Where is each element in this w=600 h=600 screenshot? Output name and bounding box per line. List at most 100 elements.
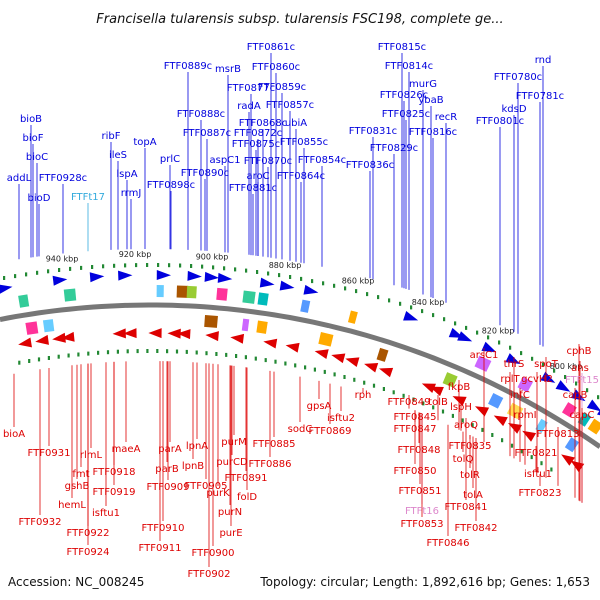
tick-mark [116,349,119,354]
tick-mark [333,372,336,377]
tick-mark [195,350,198,355]
tick-mark [421,309,424,314]
reverse-gene-label: FTFt16 [405,506,439,517]
reverse-gene-arrow [148,328,162,339]
kbp-ticks: 940 kbp 920 kbp 900 kbp 880 kbp 860 kbp 840 k… [3,250,600,472]
tick-mark [476,330,479,335]
tick-mark [313,367,316,372]
forward-feature-block [300,299,311,313]
forward-feature-block [216,287,228,301]
tick-mark [553,368,556,373]
forward-feature-block [186,285,197,299]
reverse-gene-label: capC [570,410,595,421]
forward-gene-label: FTF0872c [234,128,282,139]
reverse-gene-label: rlmL [80,450,103,461]
reverse-gene-label: FTF0900 [192,548,235,559]
reverse-gene-label: purK [206,488,230,499]
tick-mark [597,395,600,400]
forward-gene-label: bioD [28,193,51,204]
tick-mark [146,349,149,353]
forward-gene-label: lspA [116,169,137,180]
reverse-gene-label: hemL [58,500,86,511]
tick-mark [47,356,50,360]
reverse-gene-label: gpsA [307,401,332,412]
forward-feature-block [561,402,577,418]
reverse-gene-arrow [561,454,575,466]
forward-gene-arrow [52,275,68,286]
tick-mark [87,351,90,356]
forward-gene-label: FTF0875c [232,139,280,150]
tick-mark [223,266,226,271]
reverse-gene-label: purM [221,437,246,448]
forward-gene-label: FTF0887c [183,128,231,139]
forward-gene-label: FTF0857c [266,100,314,111]
reverse-gene-label: FTF0835 [449,441,492,452]
tick-mark [14,274,17,279]
tick-mark [190,264,193,268]
tick-mark [412,397,415,402]
tick-mark [501,438,504,443]
forward-feature-block [577,412,592,427]
reverse-gene-label: parA [158,444,182,455]
forward-gene-arrow [303,284,319,295]
reverse-gene-label: FTF0922 [67,528,110,539]
tick-label: 860 kbp [342,277,375,286]
forward-gene-label: FTF0877c [227,83,275,94]
reverse-gene-label: tolR [460,470,480,481]
reverse-feature-block [535,418,548,433]
reverse-feature-block [241,318,250,332]
forward-feature-block [156,285,164,298]
tick-label: 820 kbp [482,327,515,336]
forward-gene-arrow [555,380,571,392]
tick-mark [212,265,215,270]
forward-gene-label: FTF0855c [280,137,328,148]
forward-gene-label: rrmJ [121,188,142,199]
tick-mark [575,381,578,386]
forward-gene-label: FTF0780c [494,72,542,83]
tick-mark [175,349,179,354]
tick-mark [432,313,435,318]
tick-mark [377,295,380,300]
tick-mark [432,405,435,410]
reverse-gene-arrow [331,353,346,364]
tick-mark [481,427,484,432]
tick-mark [156,349,159,353]
forward-gene-arrow [457,331,473,342]
reverse-gene-label: ans [571,363,589,374]
tick-mark [185,349,188,354]
tick-mark [36,270,39,275]
reverse-gene-label: FTF0845 [394,412,437,423]
tick-mark [333,283,336,288]
reverse-gene-arrow [452,396,467,407]
forward-gene-label: FTF0815c [378,42,426,53]
tick-mark [136,349,139,354]
reverse-gene-arrow [429,386,444,397]
tick-mark [274,359,277,364]
reverse-feature-block [204,314,218,328]
tick-mark [304,365,307,370]
tick-mark [520,351,523,356]
tick-mark [564,375,567,379]
reverse-gene-label: capB [563,390,588,401]
forward-gene-label: FTF0868c [239,118,287,129]
tick-mark [113,263,116,268]
tick-mark [215,352,218,356]
reverse-gene-label: FTF0886 [249,459,292,470]
reverse-gene-label: FTF0847 [394,424,437,435]
forward-gene-arrow [505,353,521,364]
forward-feature-block [517,376,534,393]
reverse-gene-label: gcvH2 [521,374,553,385]
forward-gene-arrow [597,409,600,416]
reverse-gene-label: fkpB [448,382,471,393]
reverse-gene-label: FTFt15 [565,375,599,386]
tick-mark [225,352,228,357]
forward-gene-label: msrB [215,64,241,75]
forward-gene-label: FTF0859c [258,82,306,93]
reverse-feature-block [506,402,524,420]
forward-gene-label: FTFt17 [71,192,105,203]
reverse-gene-label: FTF0918 [93,467,136,478]
reverse-gene-label: FTF0905 [185,481,228,492]
forward-gene-arrow [204,271,220,282]
reverse-gene-label: parB [155,464,179,475]
forward-gene-label: addL [7,173,32,184]
